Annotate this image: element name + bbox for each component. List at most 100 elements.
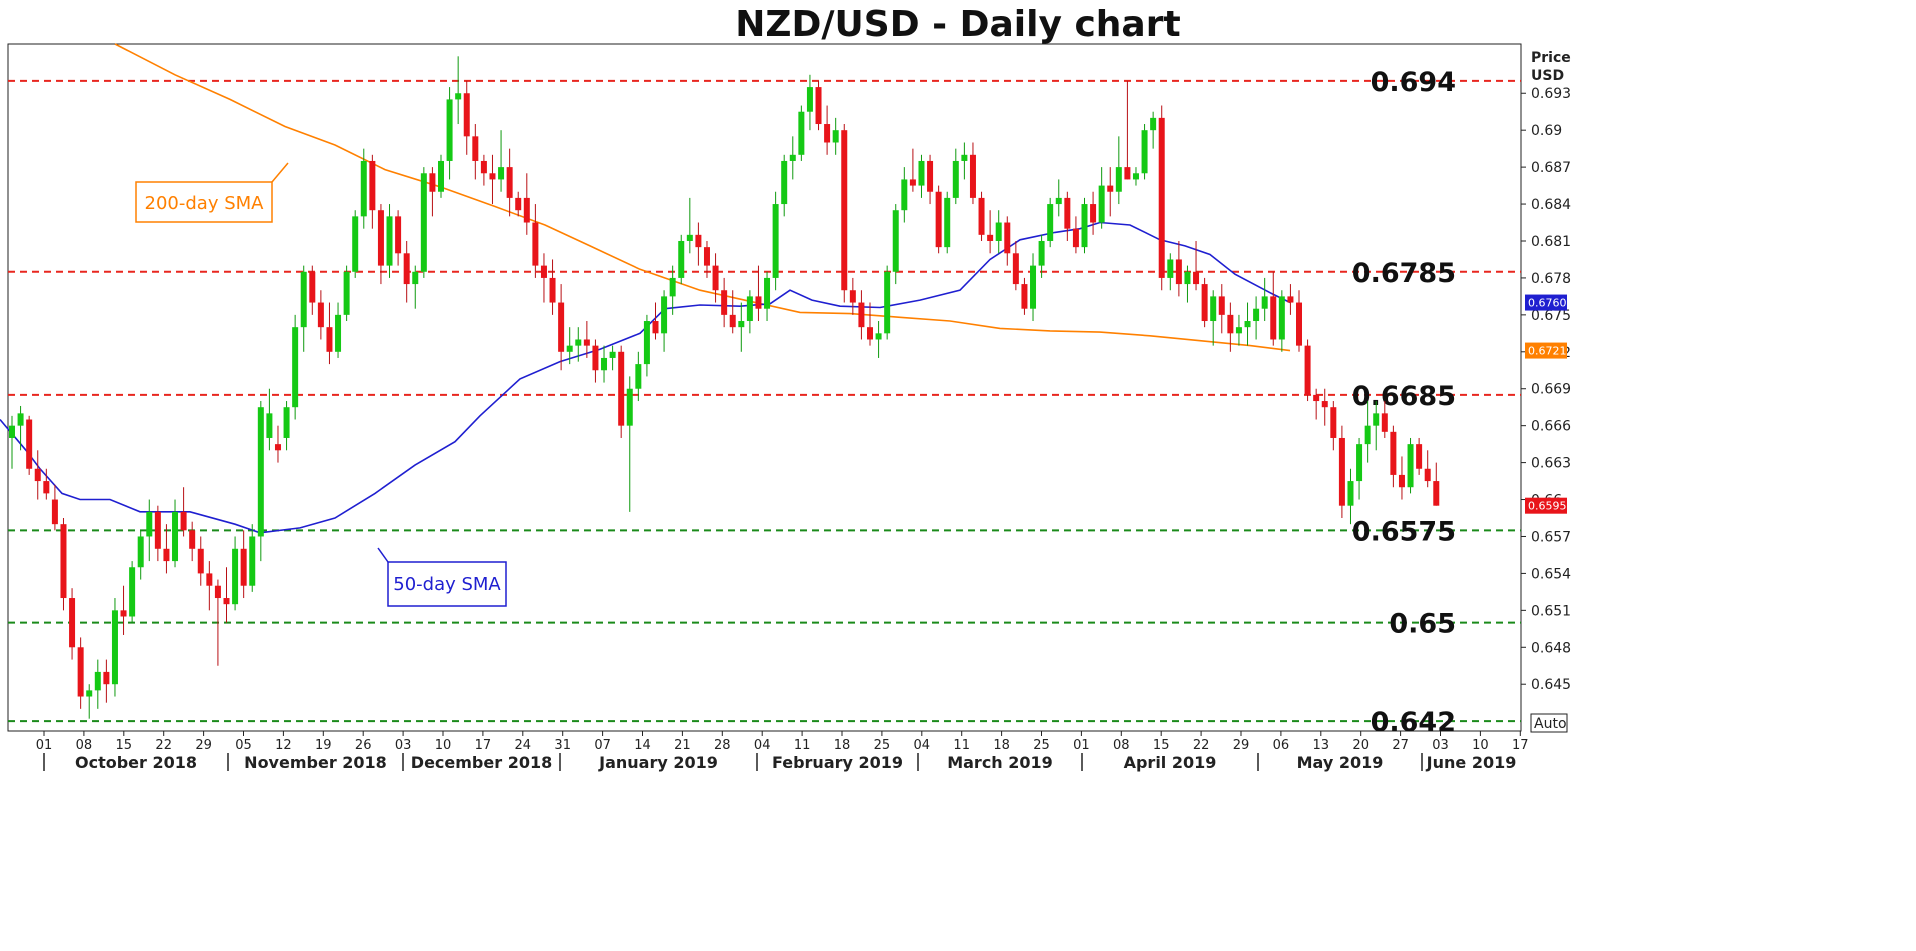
candle-body: [781, 160, 788, 205]
candle-body: [1218, 296, 1225, 315]
candle-body: [549, 277, 556, 303]
candle-body: [729, 314, 736, 328]
candle-body: [369, 160, 376, 211]
candle-body: [1004, 222, 1011, 254]
candle-body: [1167, 259, 1174, 278]
candle-body: [1012, 253, 1019, 285]
candle-body: [1407, 444, 1414, 488]
sma50-callout-label: 50-day SMA: [393, 574, 501, 595]
y-tick-label: 0.663: [1531, 456, 1571, 472]
candle-body: [240, 548, 247, 586]
candle-body: [1433, 481, 1440, 506]
y-tick-label: 0.693: [1531, 86, 1571, 102]
candle-body: [841, 130, 848, 291]
candle-body: [824, 124, 831, 143]
candle-body: [137, 536, 144, 568]
candle-body: [643, 321, 650, 365]
candle-body: [1098, 185, 1105, 223]
candle-body: [661, 296, 668, 334]
month-label: March 2019: [947, 753, 1053, 772]
candle-body: [1321, 401, 1328, 408]
candle-body: [438, 160, 444, 192]
x-tick-label: 22: [155, 738, 172, 753]
axes: 0.6930.690.6870.6840.6810.6780.6750.6720…: [36, 86, 1571, 772]
candle-body: [111, 610, 118, 685]
candle-body: [197, 548, 204, 574]
candle-body: [26, 419, 33, 469]
candle-body: [806, 87, 813, 112]
candle-body: [867, 327, 873, 340]
x-tick-label: 06: [1273, 738, 1290, 753]
candle-body: [1261, 296, 1268, 309]
month-label: May 2019: [1297, 753, 1384, 772]
candle-body: [51, 499, 58, 525]
candle-body: [1210, 296, 1217, 322]
candle-body: [386, 216, 393, 266]
candle-body: [1030, 265, 1037, 309]
plot-frame: [7, 43, 1522, 732]
x-tick-label: 29: [195, 738, 212, 753]
candle-body: [1158, 117, 1165, 278]
price-tag: [1525, 497, 1567, 514]
x-tick-label: 15: [1153, 738, 1170, 753]
candle-body: [214, 585, 221, 599]
candle-body: [103, 671, 110, 685]
candle-body: [180, 511, 187, 531]
candle-body: [1072, 228, 1079, 248]
candle-body: [884, 271, 891, 334]
x-tick-label: 05: [235, 738, 252, 753]
month-label: January 2019: [598, 753, 718, 772]
candle-body: [1235, 327, 1242, 334]
candle-body: [60, 524, 67, 599]
x-tick-label: 20: [1352, 738, 1369, 753]
auto-scale-button[interactable]: [1530, 713, 1568, 733]
x-tick-label: 11: [794, 738, 811, 753]
x-tick-label: 17: [1512, 738, 1529, 753]
level-lines: 0.694 0.6785 0.6685 0.6575 0.65 0.642: [8, 67, 1521, 738]
y-tick-label: 0.687: [1531, 160, 1571, 176]
candle-body: [292, 327, 299, 408]
candle-body: [712, 265, 719, 291]
level-label: 0.6685: [1352, 381, 1456, 412]
candle-body: [412, 271, 419, 285]
month-label: October 2018: [75, 753, 197, 772]
auto-scale-label[interactable]: Auto: [1534, 716, 1567, 732]
candle-body: [1124, 167, 1131, 180]
candle-body: [1227, 314, 1234, 334]
candle-body: [343, 271, 350, 315]
candle-body: [1338, 437, 1345, 506]
candle-body: [326, 327, 333, 352]
candle-body: [1416, 444, 1423, 469]
x-tick-label: 29: [1233, 738, 1250, 753]
price-tag-label: 0.6721: [1528, 345, 1567, 358]
candle-body: [944, 197, 951, 248]
sma50-callout-box: [387, 561, 507, 607]
candle-body: [360, 160, 367, 217]
candle-body: [875, 333, 882, 340]
candle-body: [798, 111, 805, 155]
annotations: 200-day SMA 50-day SMA 0.6595 0.6721 0.6760: [135, 162, 1567, 607]
x-tick-label: 18: [834, 738, 851, 753]
candle-body: [969, 154, 976, 198]
candle-body: [927, 160, 934, 192]
y-axis-title-line2: USD: [1531, 68, 1564, 84]
x-tick-label: 21: [674, 738, 691, 753]
x-tick-label: 10: [435, 738, 452, 753]
candle-body: [1141, 130, 1148, 174]
candle-body: [1330, 407, 1337, 438]
y-tick-label: 0.669: [1531, 382, 1571, 398]
candle-body: [669, 277, 676, 297]
x-tick-label: 08: [1113, 738, 1130, 753]
candle-body: [755, 296, 762, 309]
candle-body: [618, 351, 625, 426]
candle-body: [849, 290, 856, 303]
candle-body: [1064, 197, 1071, 229]
candle-body: [86, 690, 93, 697]
candle-body: [309, 271, 316, 303]
sma50-path: [0, 221, 1291, 534]
x-tick-label: 13: [1313, 738, 1330, 753]
candle-body: [472, 136, 479, 161]
price-tag-label: 0.6595: [1528, 500, 1567, 513]
candle-body: [455, 93, 462, 100]
candle-body: [918, 160, 925, 186]
